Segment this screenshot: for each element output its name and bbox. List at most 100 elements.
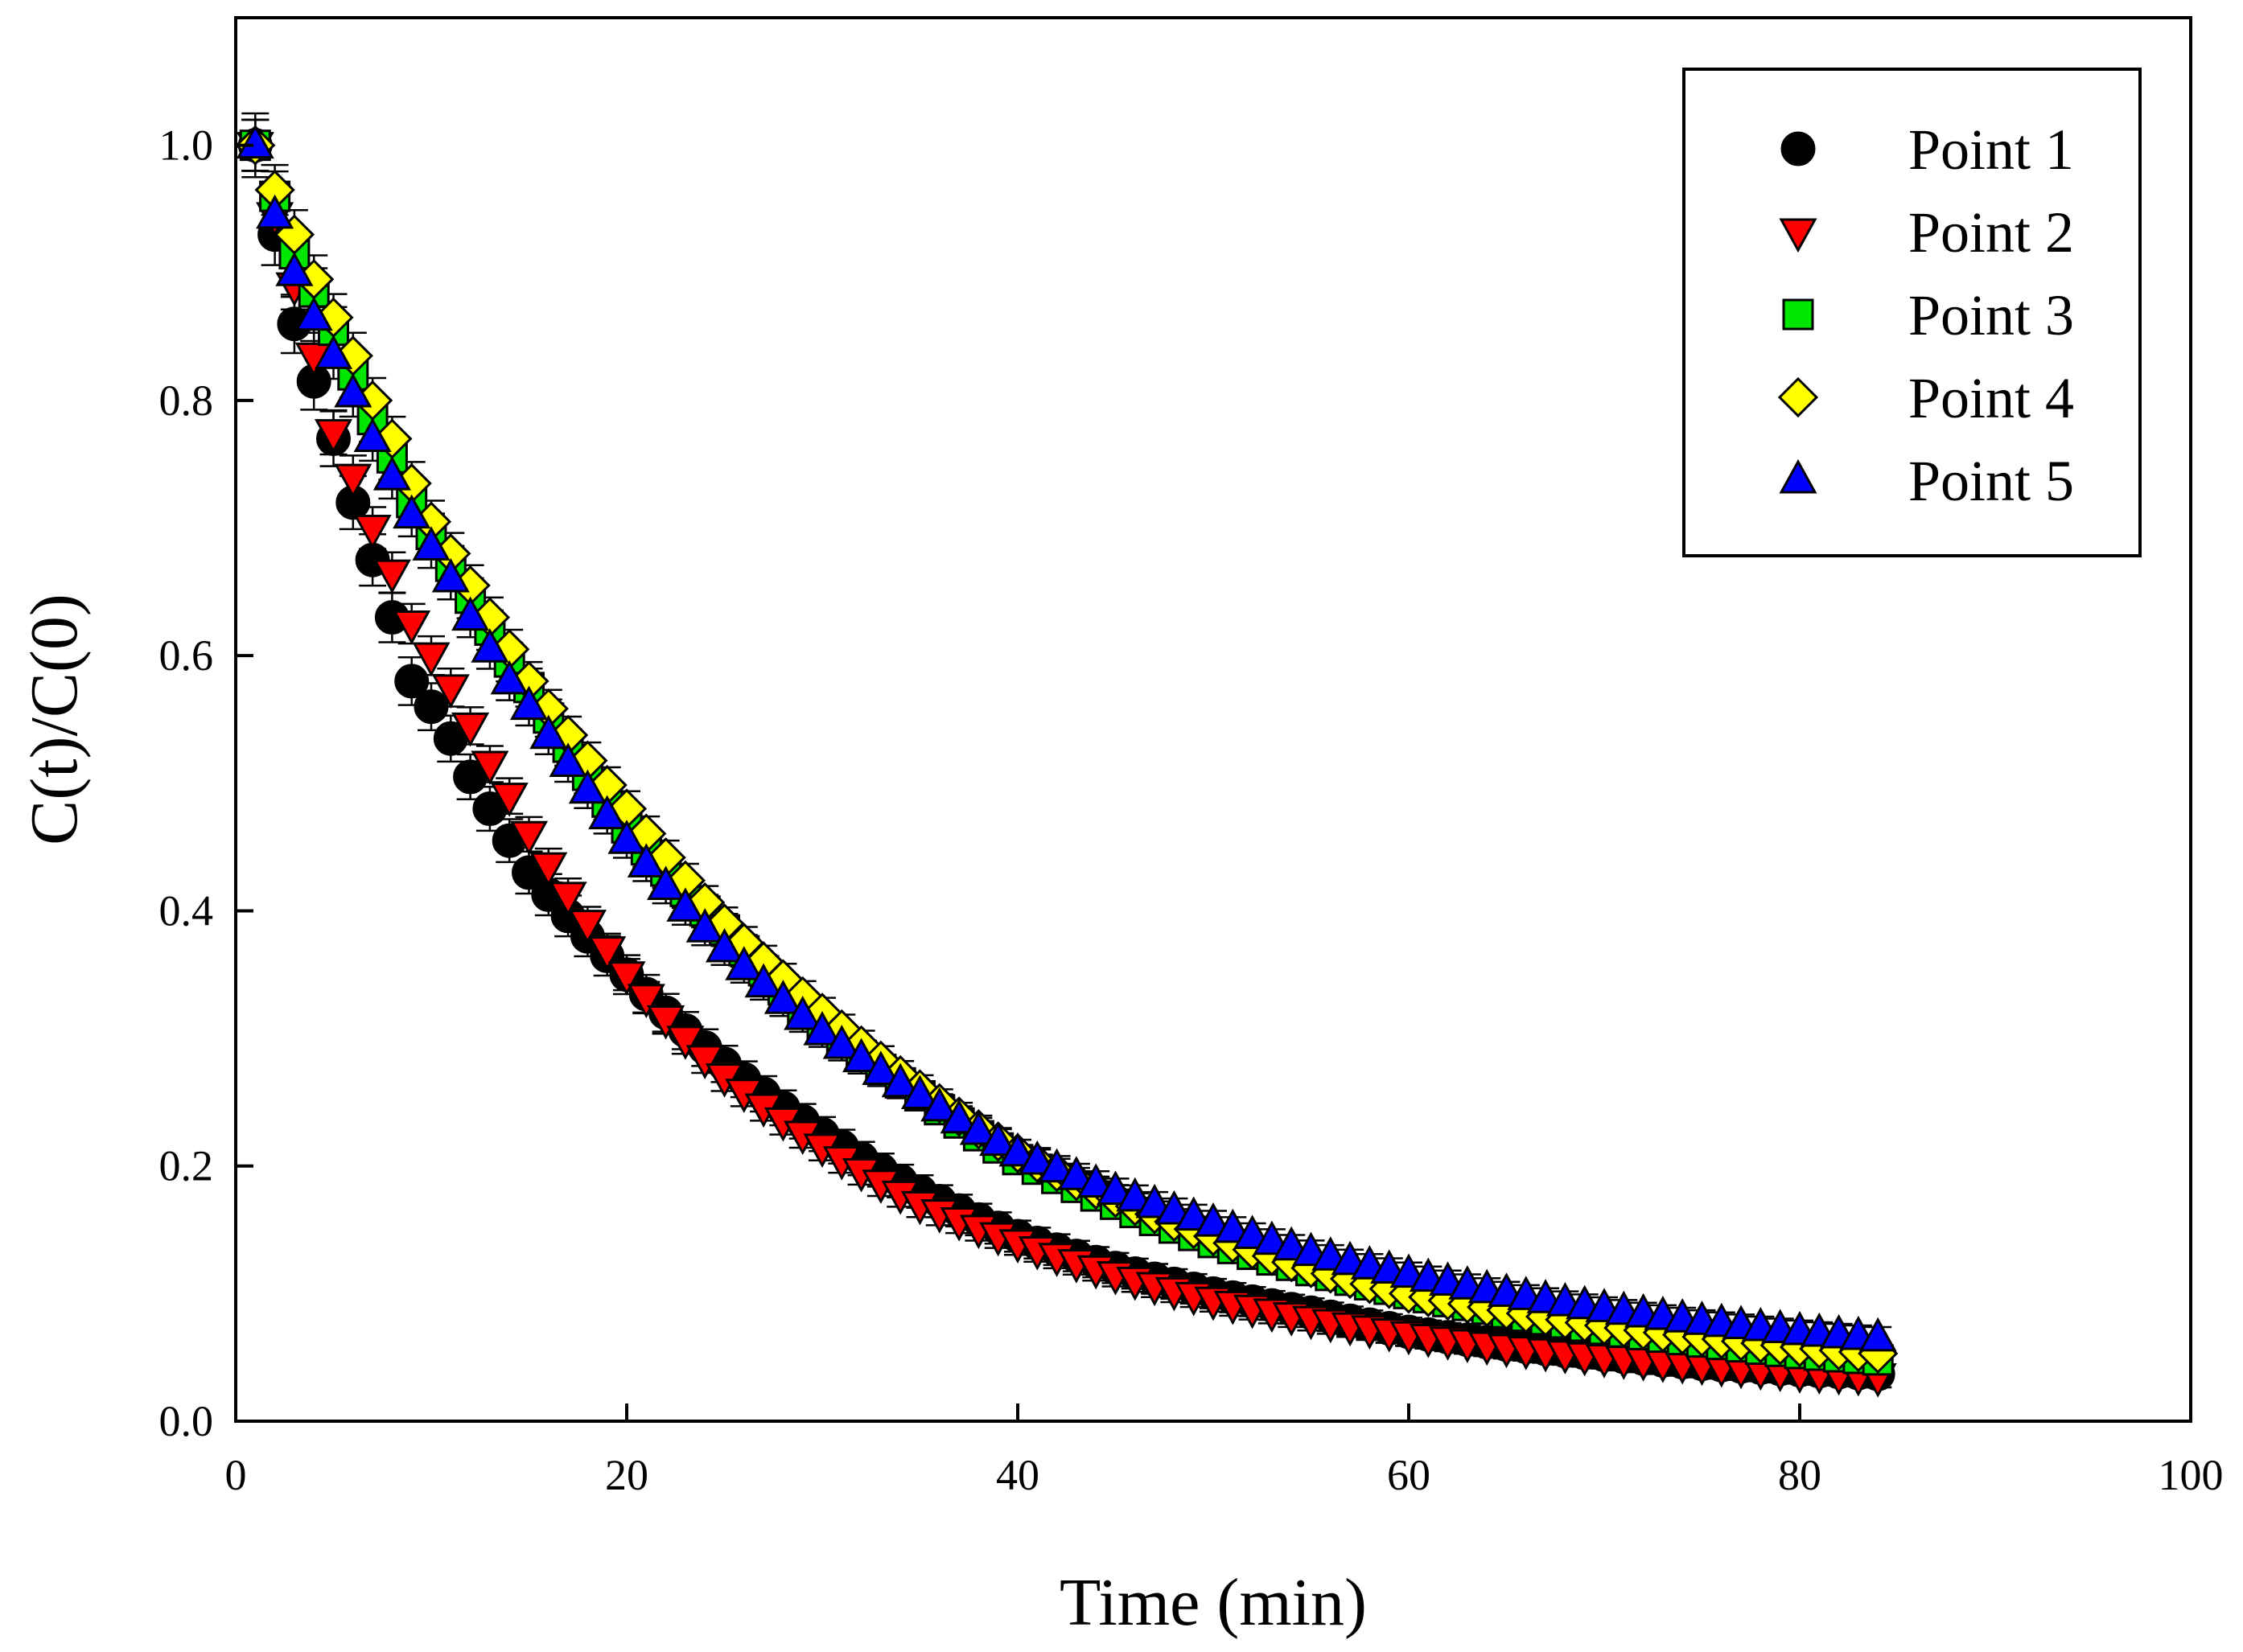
data-point xyxy=(412,642,451,677)
data-point xyxy=(275,252,314,286)
data-point xyxy=(353,515,392,549)
x-tick-label: 0 xyxy=(225,1451,247,1499)
data-point xyxy=(256,194,294,229)
data-point xyxy=(822,1025,861,1059)
data-point xyxy=(1116,1177,1154,1212)
y-tick-label: 1.0 xyxy=(159,121,214,170)
x-axis-title: Time (min) xyxy=(1060,1565,1367,1640)
data-point xyxy=(666,1025,705,1060)
x-tick-label: 20 xyxy=(605,1451,648,1499)
data-point xyxy=(412,526,451,561)
legend-label: Point 2 xyxy=(1908,200,2074,265)
plot-frame xyxy=(234,16,2192,1423)
y-tick-label: 0.6 xyxy=(159,631,214,680)
data-point xyxy=(940,1099,978,1134)
data-point xyxy=(490,660,529,695)
data-point xyxy=(647,865,685,901)
data-point xyxy=(685,908,724,943)
data-point xyxy=(529,714,568,750)
data-point xyxy=(803,1011,842,1046)
data-point xyxy=(1057,1156,1096,1190)
y-tick-label: 0.2 xyxy=(159,1142,214,1190)
data-point xyxy=(1096,1170,1135,1205)
legend-marker xyxy=(1777,376,1819,418)
data-point xyxy=(236,124,274,159)
data-point xyxy=(509,820,549,856)
data-point xyxy=(881,1062,920,1098)
x-tick-label: 60 xyxy=(1387,1451,1430,1499)
legend-label: Point 5 xyxy=(1908,449,2074,513)
data-point xyxy=(627,984,665,1018)
data-point xyxy=(1253,1220,1291,1255)
y-axis-title: C(t)/C(0) xyxy=(17,594,92,845)
data-point xyxy=(1038,1148,1076,1183)
data-point xyxy=(471,750,509,786)
data-point xyxy=(920,1087,959,1122)
legend-item: Point 3 xyxy=(1782,283,2074,347)
y-tick-label: 0.4 xyxy=(159,886,214,935)
data-point xyxy=(431,674,470,709)
data-point xyxy=(372,559,411,594)
y-tick-label: 0.8 xyxy=(159,376,214,425)
data-point xyxy=(685,1045,724,1079)
legend-marker xyxy=(1779,458,1817,494)
data-point xyxy=(588,936,627,971)
data-point xyxy=(529,852,568,887)
data-point xyxy=(1233,1214,1272,1249)
data-point xyxy=(900,1075,940,1109)
legend-label: Point 4 xyxy=(1908,366,2074,430)
data-point xyxy=(568,910,607,944)
series-2-markers xyxy=(236,132,1897,1398)
data-point xyxy=(1154,1190,1193,1225)
y-tick-label: 0.0 xyxy=(159,1397,214,1445)
data-point xyxy=(862,1050,900,1085)
data-point xyxy=(431,557,470,593)
data-point xyxy=(647,1005,685,1040)
data-point xyxy=(607,961,646,996)
data-point xyxy=(394,664,430,699)
x-tick-label: 100 xyxy=(2159,1451,2224,1499)
data-point xyxy=(1135,1183,1174,1218)
legend-item: Point 2 xyxy=(1779,200,2074,265)
legend-item: Point 5 xyxy=(1779,449,2074,513)
data-point xyxy=(393,610,431,645)
data-point xyxy=(568,769,607,804)
legend-label: Point 1 xyxy=(1908,117,2074,182)
data-point xyxy=(549,742,587,777)
legend-item: Point 1 xyxy=(1780,117,2074,182)
data-point xyxy=(998,1132,1037,1167)
data-point xyxy=(509,685,549,721)
data-point xyxy=(549,881,587,916)
legend: Point 1 Point 2 Point 3 Point 4 Point 5 xyxy=(1682,68,2142,557)
data-point xyxy=(314,419,353,454)
data-point xyxy=(725,946,763,980)
data-point xyxy=(1194,1202,1233,1237)
tick-layer: 0 20 40 60 80 100 0.0 0.2 0.4 0.6 0.8 1.0 xyxy=(159,121,2224,1499)
data-point xyxy=(490,783,529,817)
legend-item: Point 4 xyxy=(1777,366,2074,430)
data-point xyxy=(1076,1163,1115,1198)
data-point xyxy=(353,417,392,452)
data-point xyxy=(294,296,333,331)
legend-marker xyxy=(1782,298,1814,331)
data-point xyxy=(414,689,449,725)
data-point xyxy=(334,463,372,499)
data-point xyxy=(979,1121,1018,1157)
data-point xyxy=(1858,1317,1897,1352)
data-point xyxy=(471,628,509,663)
x-tick-label: 40 xyxy=(996,1451,1039,1499)
marker-layer xyxy=(235,124,1899,1398)
data-point xyxy=(705,927,744,963)
legend-marker xyxy=(1780,131,1816,166)
data-point xyxy=(1272,1226,1311,1261)
data-point xyxy=(607,820,646,854)
legend-label: Point 3 xyxy=(1908,283,2074,347)
data-point xyxy=(744,963,783,998)
data-point xyxy=(1213,1208,1252,1243)
data-point xyxy=(372,455,411,491)
data-point xyxy=(451,712,490,747)
series-5-markers xyxy=(236,124,1897,1352)
data-point xyxy=(451,596,490,631)
